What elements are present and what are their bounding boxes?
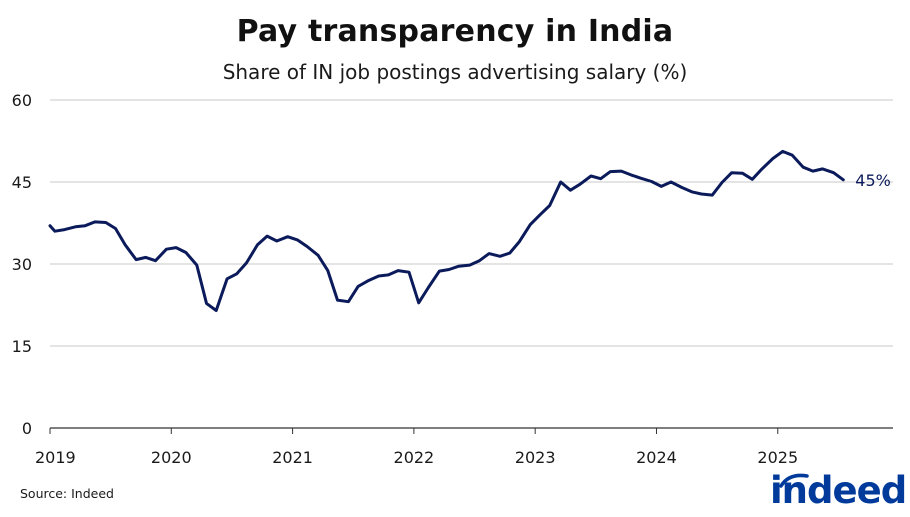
series-line (48, 149, 845, 312)
x-tick-label: 2024 (636, 448, 677, 467)
indeed-logo: indeed (770, 468, 907, 514)
chart-subtitle: Share of IN job postings advertising sal… (222, 60, 688, 84)
y-tick-label: 45 (12, 173, 32, 192)
chart-title: Pay transparency in India (236, 14, 674, 49)
x-tick-label: 2023 (515, 448, 556, 467)
x-tick-label: 2025 (757, 448, 798, 467)
x-tick-label: 2021 (272, 448, 313, 467)
y-tick-label: 30 (12, 255, 32, 274)
y-tick-label: 60 (12, 91, 32, 110)
y-axis-ticks: 0 15 30 45 60 (12, 91, 32, 438)
source-note: Source: Indeed (20, 486, 114, 501)
y-tick-label: 15 (12, 337, 32, 356)
x-axis-ticks: 2019 2020 2021 2022 2023 2024 2025 (35, 428, 798, 467)
logo-arc-icon (779, 473, 809, 488)
x-tick-label: 2020 (151, 448, 192, 467)
x-tick-label: 2022 (394, 448, 435, 467)
x-tick-label: 2019 (35, 448, 76, 467)
end-value-label: 45% (855, 171, 891, 190)
logo-wordmark: indeed (770, 469, 907, 512)
y-tick-label: 0 (22, 419, 32, 438)
